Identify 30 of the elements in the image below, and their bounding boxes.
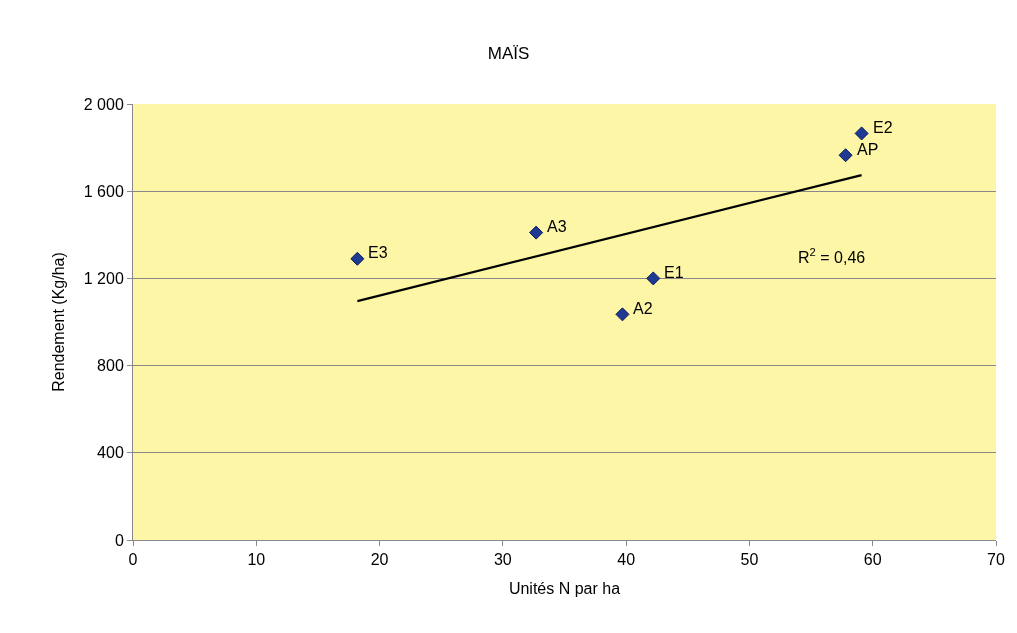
y-tick-label: 400 — [97, 444, 124, 462]
x-tick-label: 60 — [863, 551, 882, 569]
chart-title: MAÏS — [487, 44, 530, 64]
annotation: A2 — [633, 300, 653, 317]
annotation: R$^{2}$ = 0,46 — [798, 246, 866, 266]
x-tick-label: 70 — [987, 551, 1005, 569]
y-tick-label: 1 200 — [83, 270, 124, 287]
x-tick-label: 50 — [740, 551, 759, 569]
x-tick-label: 10 — [247, 551, 266, 569]
y-tick-label: 800 — [97, 357, 124, 375]
point — [350, 251, 365, 266]
annotation: A3 — [547, 218, 567, 235]
annotation: E1 — [664, 264, 684, 281]
y-axis-title: Rendement (Kg/ha) — [49, 252, 67, 392]
x-tick-label: 20 — [370, 551, 389, 569]
x-tick-label: 30 — [493, 551, 512, 569]
x-tick-label: 0 — [128, 551, 138, 569]
point — [854, 126, 869, 141]
point — [615, 307, 630, 322]
point — [529, 225, 544, 240]
point — [646, 271, 661, 286]
point — [838, 148, 853, 163]
x-tick-label: 40 — [617, 551, 636, 569]
x-axis-title: Unités N par ha — [508, 579, 621, 597]
annotation: AP — [857, 141, 879, 158]
annotation: E3 — [368, 244, 388, 261]
y-tick-label: 0 — [114, 531, 124, 549]
annotation: E2 — [873, 119, 893, 136]
y-tick-label: 1 600 — [83, 182, 124, 200]
y-tick-label: 2 000 — [83, 95, 124, 113]
